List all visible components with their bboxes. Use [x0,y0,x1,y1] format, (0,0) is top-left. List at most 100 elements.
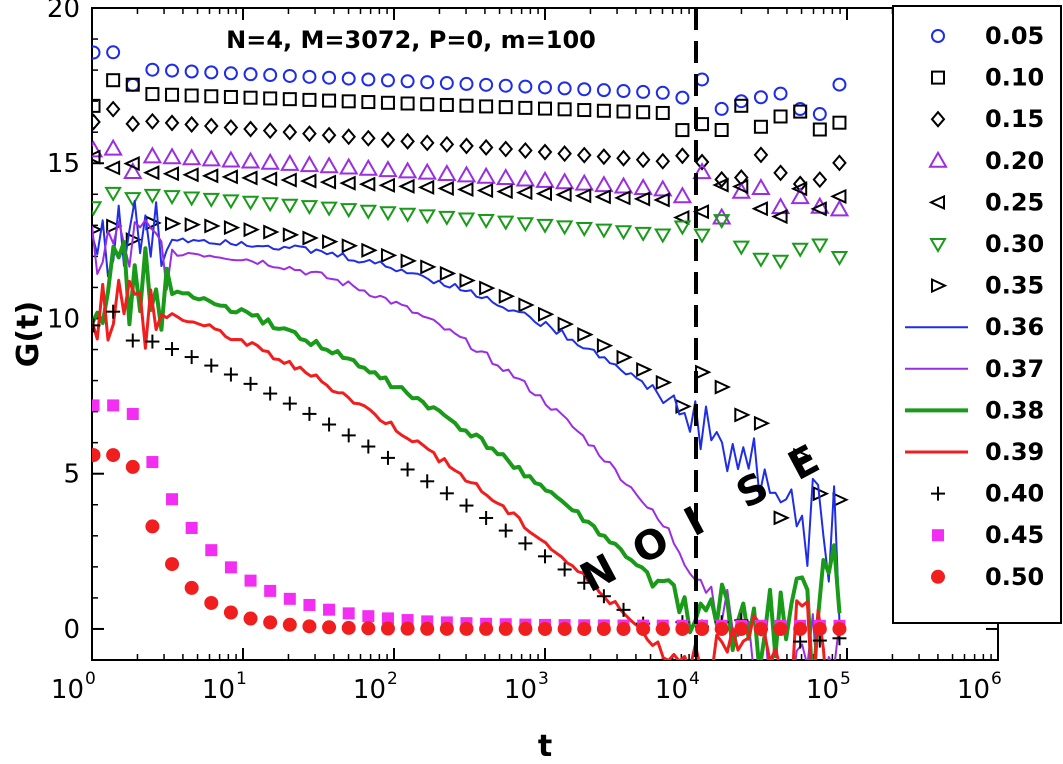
data-point [243,611,258,626]
data-point [633,177,653,195]
data-point [106,218,123,234]
data-point [166,493,179,506]
data-point [751,201,768,217]
legend-item: 0.37 [905,355,1044,383]
data-point [459,76,474,91]
data-point [459,98,474,113]
legend-marker [931,70,945,85]
data-point [734,94,749,109]
data-point [479,280,496,296]
data-point [341,94,356,109]
data-point [243,90,258,105]
data-point [439,265,457,282]
data-point [143,165,160,181]
data-point [518,297,535,313]
data-point [773,621,788,636]
data-point [515,185,533,201]
x-tick-label: 10 [504,675,537,705]
data-point [673,220,692,236]
data-point [538,101,552,116]
data-point [92,113,101,131]
data-point [535,186,552,202]
data-point [142,146,163,164]
x-tick-label: 10 [957,675,990,705]
data-point [322,620,337,635]
data-point [400,253,417,269]
data-point [282,92,297,107]
data-point [616,621,631,636]
data-point [714,379,732,395]
data-point [557,562,572,577]
data-point [359,204,378,220]
data-point [162,147,182,165]
data-point [714,621,729,636]
data-point [381,612,394,625]
legend-item: 0.15 [930,105,1044,133]
y-tick-label: 15 [47,149,80,179]
data-point [380,73,395,88]
data-point [92,140,104,158]
data-point [400,132,415,150]
data-point [731,178,749,195]
legend-item: 0.25 [928,188,1044,216]
legend-marker [928,194,945,210]
data-point [123,156,140,172]
data-point [243,222,260,238]
data-point [341,428,356,443]
data-point [712,177,729,193]
data-point [518,621,533,636]
data-point [124,192,142,208]
series-0-20 [92,138,850,225]
legend-box [892,5,1062,624]
data-point [339,203,358,219]
data-point [302,230,319,246]
data-point [204,595,219,610]
data-point [125,77,140,92]
data-point [636,362,653,378]
data-point [516,217,535,233]
data-point [692,162,712,180]
data-point [202,192,221,208]
data-point [184,88,199,103]
data-point [125,333,140,348]
legend-label: 0.38 [985,396,1044,424]
data-point [616,602,631,617]
legend-item: 0.30 [929,230,1044,258]
legend-item: 0.50 [931,563,1044,591]
data-point [752,252,770,268]
data-point [400,462,415,477]
data-point [341,128,357,146]
data-point [496,168,516,186]
legend-marker [931,486,945,501]
data-point [145,112,160,130]
data-point [515,169,536,187]
data-point [518,100,533,115]
data-point [655,85,670,100]
data-point [92,224,103,235]
data-point [596,589,611,604]
data-point [498,523,513,538]
data-point [793,447,810,464]
data-point [498,100,513,115]
data-point [241,170,258,186]
data-point [184,115,199,133]
noise-letter: N [573,545,624,601]
data-point [92,318,101,333]
data-point [635,151,651,169]
data-point [457,181,474,198]
data-point [201,168,219,184]
data-point [145,62,160,77]
data-point [361,621,376,636]
data-point [439,486,454,501]
data-point [634,226,652,242]
data-point [358,176,376,192]
y-tick-label: 0 [63,615,80,645]
data-point [417,179,435,195]
x-tick-label: 10 [806,675,839,705]
y-tick-label: 5 [63,460,80,490]
y-tick-label: 20 [47,0,80,24]
data-point [106,73,121,88]
y-axis-title: G(t) [11,301,46,367]
data-point [400,74,415,89]
data-point [773,86,788,101]
